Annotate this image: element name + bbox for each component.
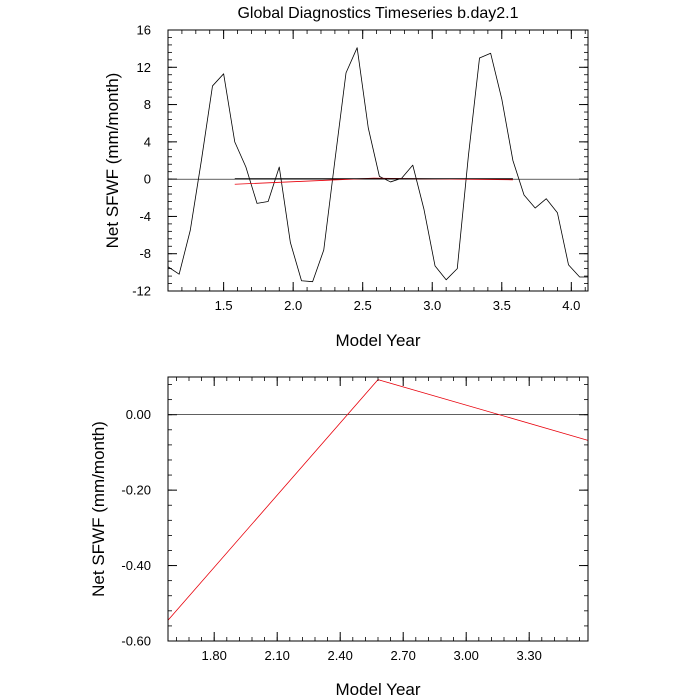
bottom-y-tick-label: -0.20 (121, 483, 151, 498)
figure-title: Global Diagnostics Timeseries b.day2.1 (237, 5, 518, 22)
top-x-tick-label: 4.0 (562, 298, 580, 313)
top-x-tick-label: 1.5 (215, 298, 233, 313)
top-x-tick-label: 2.5 (354, 298, 372, 313)
top-plot-frame (167, 29, 589, 292)
top-y-tick-label: -12 (132, 284, 151, 299)
bottom-x-tick-label: 1.80 (202, 648, 227, 663)
top-x-tick-label: 2.0 (284, 298, 302, 313)
top-x-tick-label: 3.5 (493, 298, 511, 313)
top-y-axis-label: Net SFWF (mm/month) (103, 73, 122, 249)
bottom-series-0 (168, 379, 588, 621)
top-x-tick-label: 3.0 (423, 298, 441, 313)
top-x-axis-label: Model Year (335, 331, 420, 350)
bottom-y-tick-label: 0.00 (126, 407, 151, 422)
top-chart: 1.5 2.0 2.5 3.0 3.5 4.0 -12 -8 -4 0 4 8 12 16 Model Ye… (103, 23, 589, 350)
top-y-tick-label: 16 (137, 23, 151, 38)
bottom-x-tick-label: 2.70 (391, 648, 416, 663)
top-y-tick-label: 12 (137, 60, 151, 75)
bottom-plot-frame (167, 376, 589, 642)
bottom-x-axis-label: Model Year (335, 680, 420, 699)
bottom-x-tick-label: 3.00 (454, 648, 479, 663)
top-y-tick-label: -8 (139, 246, 151, 261)
top-y-tick-label: 4 (144, 134, 151, 149)
top-series-0 (168, 47, 588, 283)
bottom-x-tick-label: 2.10 (265, 648, 290, 663)
bottom-y-axis-label: Net SFWF (mm/month) (89, 421, 108, 597)
top-y-tick-label: 8 (144, 97, 151, 112)
bottom-y-tick-label: -0.40 (121, 558, 151, 573)
top-series-1 (234, 177, 513, 185)
bottom-y-tick-label: -0.60 (121, 634, 151, 649)
bottom-chart: 1.80 2.10 2.40 2.70 3.00 3.30 -0.60 -0.40 -0.20 0… (89, 376, 589, 699)
top-y-tick-label: -4 (139, 209, 151, 224)
top-y-tick-label: 0 (144, 172, 151, 187)
bottom-x-tick-label: 3.30 (517, 648, 542, 663)
bottom-x-tick-label: 2.40 (328, 648, 353, 663)
